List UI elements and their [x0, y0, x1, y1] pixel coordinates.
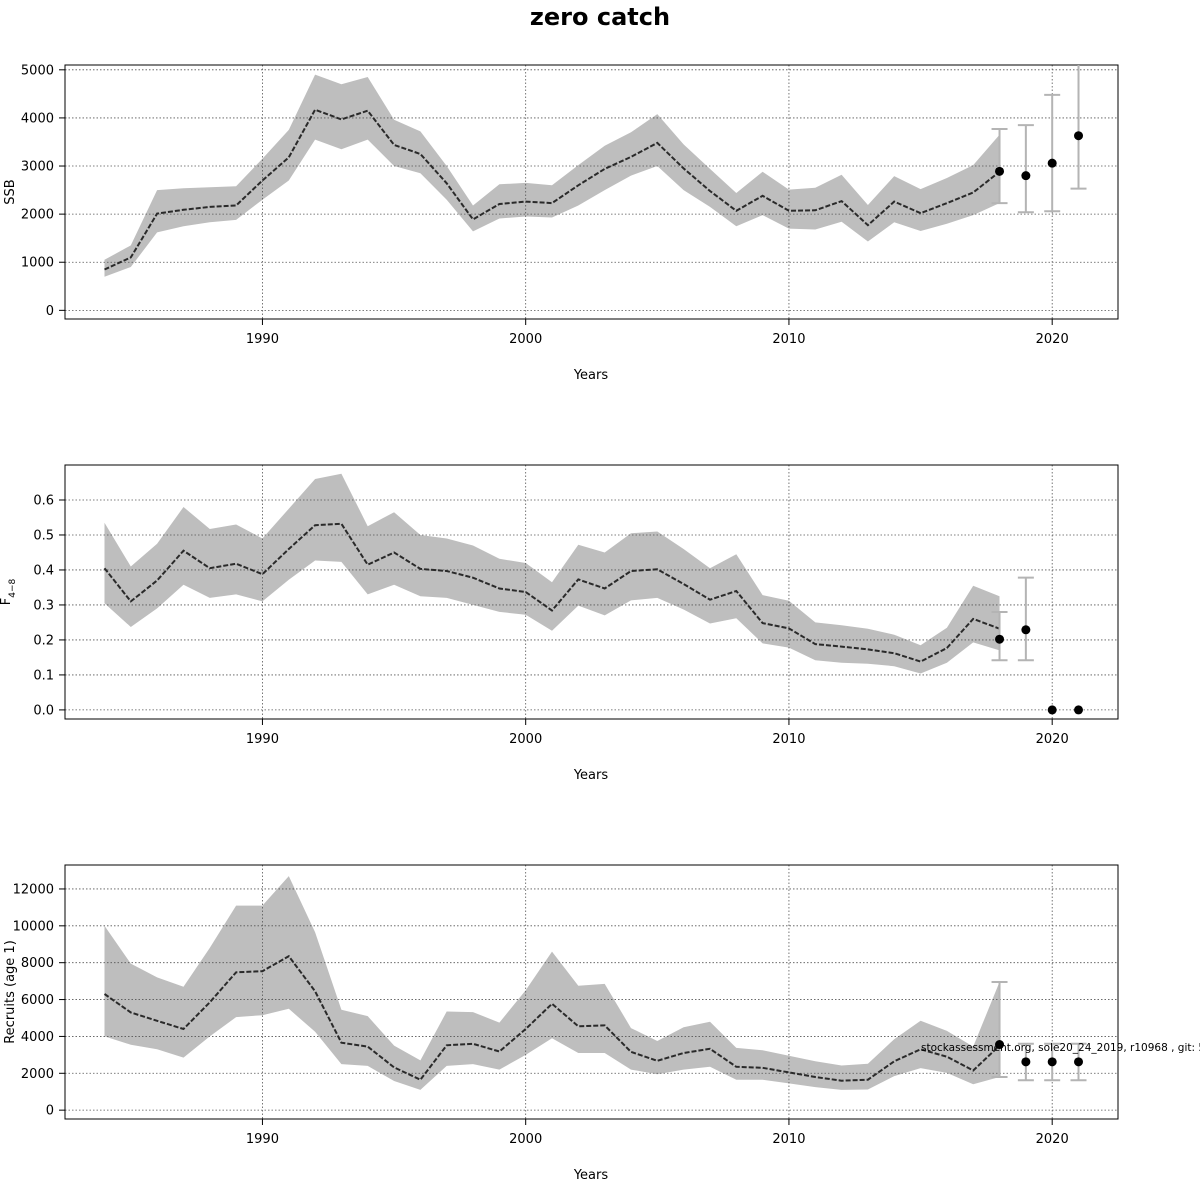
- fbar-x-tick-label: 2000: [509, 732, 542, 747]
- recruits-x-tick-label: 2020: [1036, 1132, 1069, 1147]
- ssb-x-tick-label: 2020: [1036, 332, 1069, 347]
- fbar-y-axis-label-main: F: [0, 598, 14, 605]
- ssb-y-axis-label: SSB: [3, 179, 18, 204]
- recruits-y-axis-label: Recruits (age 1): [3, 940, 18, 1044]
- recruits-x-axis-label: Years: [573, 1168, 609, 1183]
- recruits-forecast-point-2019: [1021, 1057, 1031, 1067]
- recruits-y-tick-label: 4000: [21, 1030, 54, 1045]
- fbar-y-tick-label: 0.1: [33, 668, 54, 683]
- ssb-x-axis-label: Years: [573, 368, 609, 383]
- fbar-y-tick-label: 0.2: [33, 633, 54, 648]
- fbar-y-tick-label: 0.3: [33, 598, 54, 613]
- recruits-y-tick-label: 12000: [13, 882, 54, 897]
- fbar-estimate-line: [103, 522, 1000, 663]
- ssb-y-tick-label: 4000: [21, 111, 54, 126]
- ssb-forecast-point-2019: [1021, 171, 1031, 181]
- recruits-forecast-point-2020: [1047, 1057, 1057, 1067]
- ssb-y-tick-label: 0: [46, 304, 54, 319]
- ssb-panel: SSB Years 0 1000 2000 3000 4000 5000 1990 2000 2…: [3, 63, 1119, 383]
- fbar-forecast-point-2018: [995, 634, 1005, 644]
- recruits-forecast-point-2018: [995, 1040, 1005, 1050]
- fbar-forecast-point-2019: [1021, 625, 1031, 635]
- ssb-forecast-point-2020: [1047, 158, 1057, 168]
- recruits-estimate-line: [103, 954, 1001, 1082]
- fbar-y-tick-label: 0.4: [33, 563, 54, 578]
- fbar-forecast-point-2021: [1074, 705, 1084, 715]
- recruits-x-tick-label: 1990: [246, 1132, 279, 1147]
- fbar-y-axis-label-subscript: 4−8: [8, 578, 18, 597]
- recruits-panel: Recruits (age 1) Years 0 2000 4000 6000 8000…: [3, 864, 1119, 1183]
- fbar-y-tick-label: 0.0: [33, 703, 54, 718]
- recruits-forecast-point-2021: [1074, 1057, 1084, 1067]
- recruits-x-tick-label: 2010: [772, 1132, 805, 1147]
- recruits-x-tick-label: 2000: [509, 1132, 542, 1147]
- fbar-x-axis-label: Years: [573, 768, 609, 783]
- ssb-y-tick-label: 2000: [21, 208, 54, 223]
- fbar-x-tick-label: 2010: [772, 732, 805, 747]
- ssb-y-tick-label: 5000: [21, 63, 54, 78]
- recruits-y-tick-label: 8000: [21, 956, 54, 971]
- footnote-text: stockassessment.org, sole20_24_2019, r10…: [921, 1042, 1200, 1054]
- ssb-x-tick-label: 2010: [772, 332, 805, 347]
- recruits-y-tick-label: 6000: [21, 993, 54, 1008]
- ssb-estimate-line: [104, 108, 1001, 271]
- fbar-forecast-point-2020: [1047, 705, 1057, 715]
- ssb-forecast-point-2018: [995, 166, 1005, 176]
- ssb-confidence-band: [104, 74, 1000, 277]
- fbar-confidence-band: [104, 473, 1000, 674]
- fbar-y-tick-label: 0.5: [33, 528, 54, 543]
- ssb-forecast-point-2021: [1074, 131, 1084, 141]
- ssb-x-tick-label: 1990: [246, 332, 279, 347]
- fbar-y-axis-label: F4−8: [0, 578, 18, 605]
- recruits-confidence-band: [104, 876, 1000, 1090]
- fbar-y-tick-label: 0.6: [33, 493, 54, 508]
- figure-title: zero catch: [529, 3, 671, 31]
- recruits-y-tick-label: 0: [46, 1104, 54, 1119]
- fbar-panel: F4−8 Years 0.0 0.1 0.2 0.3 0.4 0.5 0.6 1990 2000…: [0, 464, 1119, 783]
- fbar-x-tick-label: 2020: [1036, 732, 1069, 747]
- recruits-y-tick-label: 2000: [21, 1067, 54, 1082]
- recruits-y-tick-label: 10000: [13, 919, 54, 934]
- ssb-y-tick-label: 3000: [21, 160, 54, 175]
- fbar-x-tick-label: 1990: [246, 732, 279, 747]
- ssb-x-tick-label: 2000: [509, 332, 542, 347]
- ssb-y-tick-label: 1000: [21, 256, 54, 271]
